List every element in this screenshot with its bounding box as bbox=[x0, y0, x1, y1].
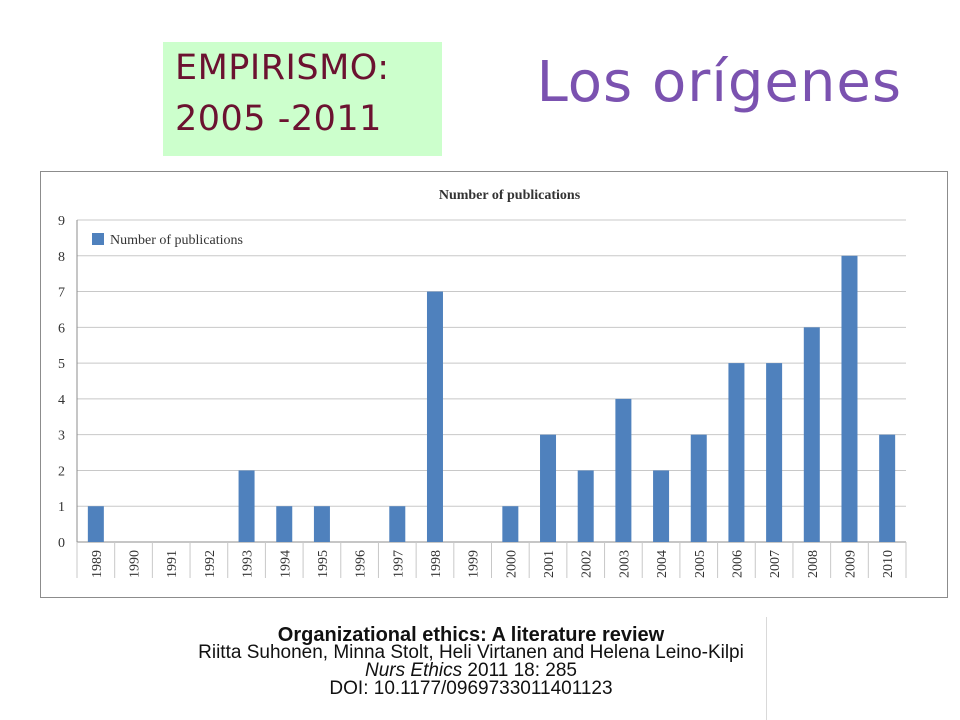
x-tick-label: 2006 bbox=[730, 550, 745, 578]
x-tick-label: 2007 bbox=[768, 550, 783, 578]
bar-1995 bbox=[313, 506, 330, 542]
y-tick-label: 4 bbox=[58, 393, 65, 408]
y-tick-label: 9 bbox=[58, 214, 65, 229]
x-tick-label: 1998 bbox=[429, 550, 444, 578]
x-tick-label: 2008 bbox=[806, 550, 821, 578]
bar-2009 bbox=[841, 255, 858, 542]
legend-label: Number of publications bbox=[110, 233, 243, 248]
x-tick-label: 1997 bbox=[391, 550, 406, 578]
bar-2002 bbox=[577, 470, 594, 542]
x-tick-label: 1995 bbox=[316, 550, 331, 578]
bar-2003 bbox=[615, 398, 632, 542]
tag-line-1: EMPIRISMO: bbox=[175, 48, 390, 88]
x-tick-label: 2001 bbox=[542, 550, 557, 578]
x-tick-label: 1994 bbox=[278, 550, 293, 578]
page-title: Los orígenes bbox=[536, 50, 902, 115]
x-tick-label: 1991 bbox=[165, 550, 180, 578]
y-tick-label: 5 bbox=[58, 357, 65, 372]
x-tick-label: 1990 bbox=[128, 550, 143, 578]
x-tick-label: 2003 bbox=[617, 550, 632, 578]
bar-2001 bbox=[540, 434, 557, 542]
bar-1997 bbox=[389, 506, 406, 542]
bar-2000 bbox=[502, 506, 519, 542]
bar-2007 bbox=[766, 363, 783, 542]
bar-1998 bbox=[426, 291, 443, 542]
y-tick-label: 3 bbox=[58, 429, 65, 444]
x-tick-label: 2009 bbox=[843, 550, 858, 578]
y-tick-label: 7 bbox=[58, 286, 65, 301]
bar-2008 bbox=[803, 327, 820, 542]
x-tick-label: 1996 bbox=[354, 550, 369, 578]
publications-chart: Number of publications 0 1 2 3 4 5 6 7 8 9 1989 1990… bbox=[40, 171, 948, 598]
bar-2006 bbox=[728, 363, 745, 542]
y-tick-label: 1 bbox=[58, 500, 65, 515]
x-tick-label: 2005 bbox=[693, 550, 708, 578]
chart-title: Number of publications bbox=[439, 188, 581, 203]
x-tick-label: 1999 bbox=[467, 550, 482, 578]
citation-authors: Riitta Suhonen, Minna Stolt, Heli Virtan… bbox=[198, 642, 744, 663]
citation-journal: Nurs Ethics 2011 18: 285 bbox=[186, 660, 756, 681]
citation-journal-name: Nurs Ethics bbox=[365, 660, 463, 681]
x-tick-label: 2004 bbox=[655, 550, 670, 578]
y-tick-label: 6 bbox=[58, 321, 65, 336]
x-tick-label: 2002 bbox=[580, 550, 595, 578]
y-tick-label: 8 bbox=[58, 250, 65, 265]
y-tick-label: 2 bbox=[58, 464, 65, 479]
bar-2005 bbox=[690, 434, 707, 542]
bar-2004 bbox=[653, 470, 670, 542]
citation: Organizational ethics: A literature revi… bbox=[186, 624, 756, 699]
y-tick-label: 0 bbox=[58, 536, 65, 551]
bar-2010 bbox=[879, 434, 896, 542]
bar-1989 bbox=[87, 506, 104, 542]
x-tick-label: 1989 bbox=[90, 550, 105, 578]
bar-1993 bbox=[238, 470, 255, 542]
x-tick-label: 2010 bbox=[881, 550, 896, 578]
empirismo-tag: EMPIRISMO: 2005 -2011 bbox=[163, 42, 442, 156]
legend-swatch bbox=[92, 233, 104, 245]
x-tick-label: 1992 bbox=[203, 550, 218, 578]
bar-1994 bbox=[276, 506, 293, 542]
citation-doi: DOI: 10.1177/0969733011401123 bbox=[329, 678, 613, 699]
tag-line-2: 2005 -2011 bbox=[175, 99, 382, 139]
citation-title: Organizational ethics: A literature revi… bbox=[277, 624, 665, 646]
chart-svg: Number of publications 0 1 2 3 4 5 6 7 8 9 1989 1990… bbox=[58, 188, 907, 578]
divider-line bbox=[766, 617, 767, 720]
x-tick-label: 1993 bbox=[241, 550, 256, 578]
x-tick-label: 2000 bbox=[504, 550, 519, 578]
citation-journal-detail: 2011 18: 285 bbox=[462, 660, 577, 681]
